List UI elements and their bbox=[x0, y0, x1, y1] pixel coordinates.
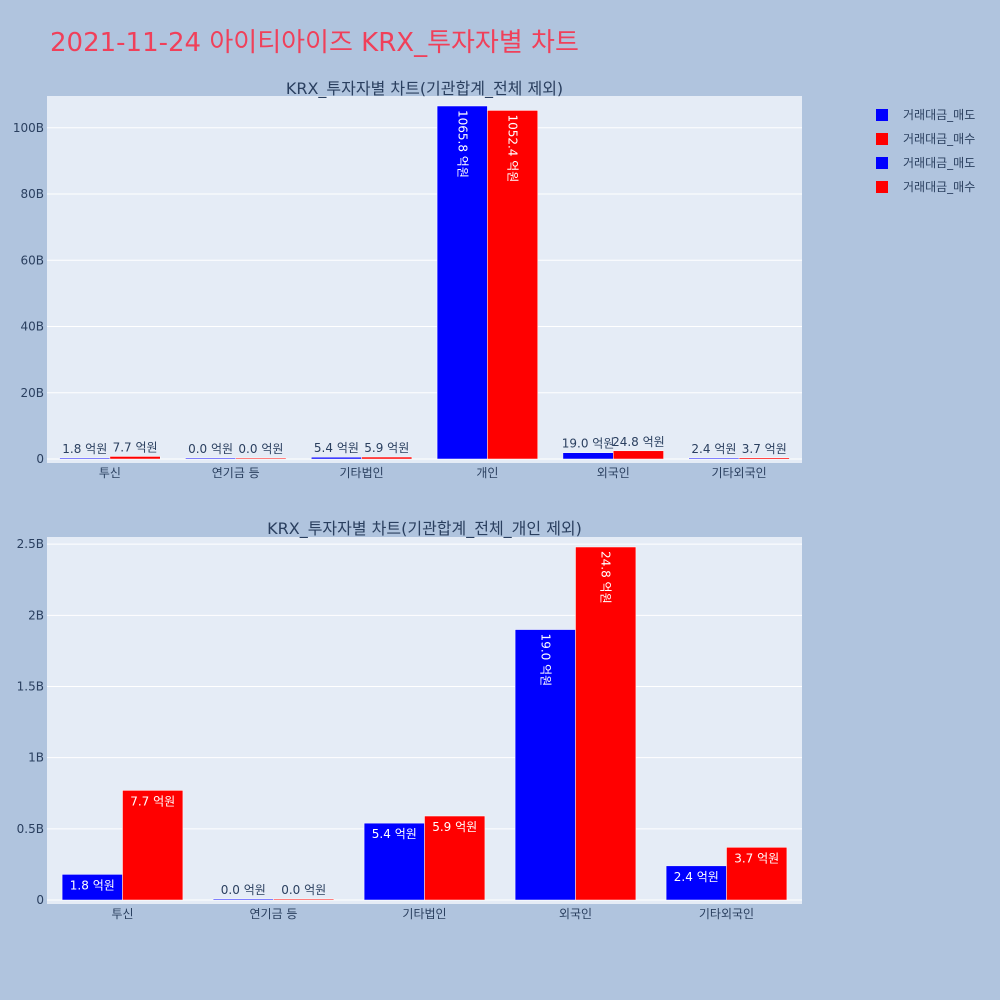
data-label: 7.7 억원 bbox=[113, 440, 158, 454]
bar bbox=[688, 457, 740, 460]
data-label: 5.9 억원 bbox=[364, 441, 409, 455]
data-label: 24.8 억원 bbox=[612, 435, 665, 449]
bar bbox=[273, 898, 335, 901]
data-label: 19.0 억원 bbox=[562, 437, 615, 451]
bar bbox=[185, 457, 237, 460]
data-label: 1.8 억원 bbox=[70, 878, 115, 892]
x-tick-label: 투신 bbox=[111, 907, 133, 921]
bar bbox=[726, 847, 788, 901]
legend-label: 거래대금_매수 bbox=[903, 132, 975, 146]
data-label: 24.8 억원 bbox=[599, 551, 613, 604]
plot-area bbox=[47, 96, 802, 463]
y-tick-label: 0.5B bbox=[17, 822, 44, 836]
data-label: 5.4 억원 bbox=[372, 827, 417, 841]
y-tick-label: 2.5B bbox=[17, 537, 44, 551]
legend-label: 거래대금_매도 bbox=[903, 108, 975, 122]
bar bbox=[514, 629, 576, 901]
data-label: 0.0 억원 bbox=[221, 883, 266, 897]
x-tick-label: 기타법인 bbox=[402, 907, 446, 921]
data-label: 5.9 억원 bbox=[432, 820, 477, 834]
legend-swatch bbox=[876, 181, 888, 193]
bar bbox=[59, 457, 111, 460]
bar bbox=[311, 456, 362, 460]
bar bbox=[361, 456, 413, 460]
x-tick-label: 기타외국인 bbox=[711, 466, 766, 480]
data-label: 0.0 억원 bbox=[281, 883, 326, 897]
bar bbox=[487, 110, 538, 460]
data-label: 3.7 억원 bbox=[742, 442, 787, 456]
x-tick-label: 외국인 bbox=[597, 466, 630, 480]
chart-top: 0 20B 40B 60B 80B 100B KRX_투자자별 차트(기관합계_전체 제외)… bbox=[13, 79, 802, 480]
data-label: 2.4 억원 bbox=[674, 870, 719, 884]
data-label: 1065.8 억원 bbox=[455, 110, 469, 178]
bar bbox=[575, 546, 637, 901]
legend-swatch bbox=[876, 157, 888, 169]
bar bbox=[109, 456, 161, 460]
data-label: 7.7 억원 bbox=[130, 794, 175, 808]
y-tick-label: 2B bbox=[28, 608, 44, 622]
y-tick-label: 60B bbox=[20, 253, 44, 267]
page-title: 2021-11-24 아이티아이즈 KRX_투자자별 차트 bbox=[50, 28, 579, 58]
bar bbox=[613, 450, 664, 460]
data-label: 2.4 억원 bbox=[691, 442, 736, 456]
data-label: 1052.4 억원 bbox=[506, 114, 520, 182]
y-tick-label: 0 bbox=[36, 452, 44, 466]
data-label: 0.0 억원 bbox=[188, 442, 233, 456]
x-tick-label: 개인 bbox=[476, 466, 498, 480]
chart-bottom: 0 0.5B 1B 1.5B 2B 2.5B KRX_투자자별 차트(기관합계_전체_개인 … bbox=[17, 519, 802, 921]
bar bbox=[738, 457, 790, 460]
x-tick-label: 투신 bbox=[99, 466, 121, 480]
bar bbox=[61, 874, 123, 901]
data-label: 1.8 억원 bbox=[62, 442, 107, 456]
bar bbox=[212, 898, 274, 901]
y-tick-label: 0 bbox=[36, 893, 44, 907]
data-label: 0.0 억원 bbox=[238, 442, 283, 456]
legend-swatch bbox=[876, 109, 888, 121]
legend-label: 거래대금_매도 bbox=[903, 156, 975, 170]
x-tick-label: 외국인 bbox=[559, 907, 592, 921]
chart-title: KRX_투자자별 차트(기관합계_전체 제외) bbox=[286, 79, 563, 99]
x-tick-label: 기타법인 bbox=[339, 466, 383, 480]
bar bbox=[562, 452, 614, 460]
y-tick-label: 100B bbox=[13, 121, 44, 135]
legend-label: 거래대금_매수 bbox=[903, 180, 975, 194]
data-label: 3.7 억원 bbox=[734, 851, 779, 865]
x-tick-label: 기타외국인 bbox=[699, 907, 754, 921]
bar bbox=[122, 790, 184, 901]
bar bbox=[424, 815, 486, 901]
data-label: 5.4 억원 bbox=[314, 441, 359, 455]
y-tick-label: 80B bbox=[20, 187, 44, 201]
y-tick-label: 1B bbox=[28, 751, 44, 765]
y-tick-label: 20B bbox=[20, 386, 44, 400]
legend-swatch bbox=[876, 133, 888, 145]
y-tick-label: 1.5B bbox=[17, 679, 44, 693]
chart-title: KRX_투자자별 차트(기관합계_전체_개인 제외) bbox=[267, 519, 582, 539]
data-label: 19.0 억원 bbox=[538, 634, 552, 687]
y-tick-label: 40B bbox=[20, 320, 44, 334]
bar bbox=[235, 457, 287, 460]
x-tick-label: 연기금 등 bbox=[212, 466, 260, 480]
x-tick-label: 연기금 등 bbox=[250, 907, 298, 921]
